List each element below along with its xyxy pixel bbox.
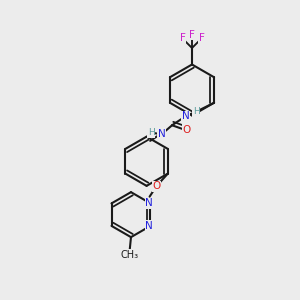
Text: F: F: [189, 29, 195, 40]
Text: N: N: [182, 111, 190, 121]
Text: H: H: [148, 128, 154, 137]
Text: F: F: [179, 34, 185, 44]
Text: O: O: [152, 181, 160, 191]
Text: CH₃: CH₃: [120, 250, 139, 260]
Text: N: N: [158, 129, 166, 139]
Text: N: N: [145, 221, 153, 231]
Text: O: O: [182, 125, 190, 135]
Text: N: N: [145, 198, 153, 208]
Text: F: F: [199, 34, 205, 44]
Text: H: H: [193, 107, 200, 116]
